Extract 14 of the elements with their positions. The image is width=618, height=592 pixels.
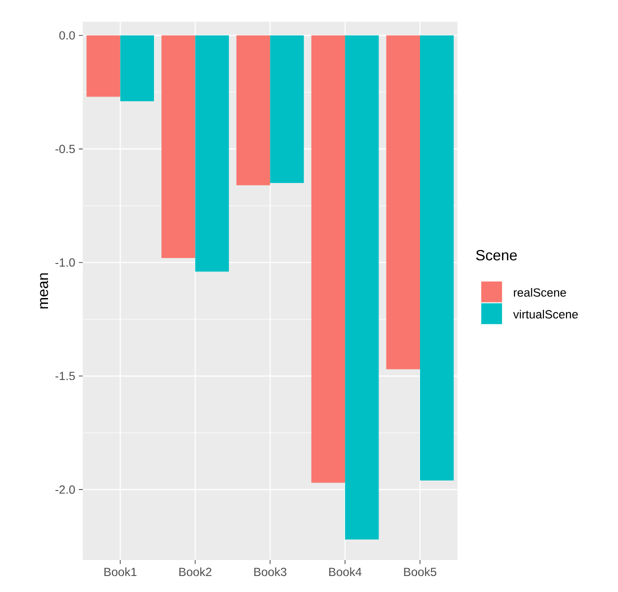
x-tick-label: Book1 — [104, 568, 136, 576]
y-axis-title: mean — [40, 273, 48, 309]
y-tick-label: 0.0 — [59, 31, 75, 40]
x-tick-label: Book2 — [179, 568, 212, 576]
x-tick-label: Book5 — [404, 568, 436, 576]
legend-label: realScene — [514, 288, 566, 297]
legend-title: Scene — [476, 250, 517, 261]
y-tick-label: -1.5 — [55, 372, 75, 380]
x-tick-label: Book3 — [254, 568, 286, 576]
y-tick-label: -2.0 — [55, 486, 75, 494]
x-tick-label: Book4 — [329, 568, 362, 576]
legend-label: virtualScene — [513, 310, 578, 319]
y-tick-label: -0.5 — [55, 144, 75, 154]
y-tick-label: -1.0 — [55, 258, 75, 267]
